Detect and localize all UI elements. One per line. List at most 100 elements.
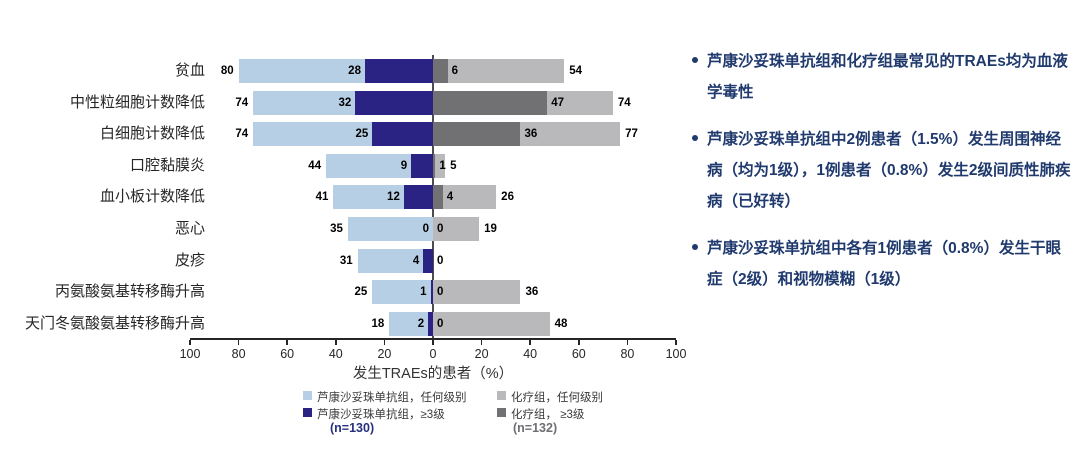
x-axis-tick-label: 20 (377, 347, 392, 361)
value-label-chemo-any: 54 (569, 65, 583, 77)
value-label-mono-grade3plus: 4 (412, 254, 420, 267)
x-axis-tick (480, 340, 483, 345)
bar-chemo-grade3plus (433, 153, 436, 178)
x-axis-tick-label: 80 (620, 347, 635, 361)
legend-label-mono-g3: 芦康沙妥珠单抗组，≥3级 (317, 409, 445, 421)
bar-mono-grade3plus (364, 59, 433, 83)
legend-swatch-chemo-any (497, 391, 506, 400)
bar-row: 35 0 0 19 (190, 217, 676, 241)
x-axis-tick-label: 0 (429, 347, 437, 361)
bar-chemo-any-grade (433, 280, 521, 305)
note-text-2: 芦康沙妥珠单抗组中2例患者（1.5%）发生周围神经病（均为1级），1例患者（0.… (707, 131, 1071, 210)
x-axis: 100 80 60 40 20 0 20 40 60 80 100 (180, 338, 686, 378)
category-label: 贫血 (174, 62, 205, 79)
category-label: 丙氨酸氨基转移酶升高 (54, 283, 205, 301)
bar-mono-grade3plus (411, 153, 433, 178)
value-label-chemo-any: 5 (450, 159, 457, 172)
bar-chemo-any-grade (433, 217, 480, 241)
legend-swatch-mono-g3 (303, 408, 312, 417)
category-label: 口腔黏膜炎 (129, 156, 205, 174)
bar-mono-grade3plus (430, 280, 433, 305)
bar-mono-any-grade (357, 248, 424, 273)
value-label-mono-grade3plus: 28 (348, 65, 361, 77)
bar-mono-any-grade (238, 59, 365, 83)
bar-mono-grade3plus (403, 185, 433, 210)
value-label-chemo-any: 36 (525, 286, 539, 299)
bar-row: 44 9 1 5 (190, 153, 676, 178)
bar-chemo-grade3plus (433, 185, 443, 210)
x-axis-tick (189, 340, 191, 345)
x-axis-tick (237, 340, 240, 345)
value-label-chemo-grade3plus: 0 (437, 223, 444, 235)
x-axis-line (190, 338, 676, 340)
bar-mono-any-grade (253, 122, 373, 147)
note-bullet-3: 芦康沙妥珠单抗组中各有1例患者（0.8%）发生干眼症（2级）和视物模糊（1级） (690, 233, 1074, 295)
value-label-mono-any: 44 (308, 159, 322, 172)
x-axis-tick-label: 60 (280, 347, 295, 361)
category-label: 白细胞计数降低 (99, 125, 205, 143)
bar-chemo-any-grade (547, 90, 613, 115)
value-label-chemo-grade3plus: 0 (437, 286, 444, 299)
value-label-chemo-grade3plus: 36 (524, 128, 538, 141)
bar-row: 74 25 36 77 (190, 122, 676, 147)
value-label-mono-any: 35 (330, 223, 343, 235)
bar-mono-grade3plus (355, 90, 433, 115)
bullet-dot-icon (692, 57, 698, 63)
bar-row: 25 1 0 36 (190, 280, 676, 305)
x-axis-tick (626, 340, 629, 345)
bullet-dot-icon (692, 135, 698, 141)
value-label-mono-any: 74 (235, 128, 249, 141)
value-label-chemo-any: 48 (554, 317, 568, 330)
bar-mono-any-grade (326, 153, 412, 178)
x-axis-tick-label: 60 (571, 347, 586, 361)
value-label-chemo-any: 19 (484, 223, 497, 235)
bar-row: 74 32 47 74 (190, 90, 676, 115)
value-label-mono-grade3plus: 32 (338, 96, 352, 109)
key-findings-notes: 芦康沙妥珠单抗组和化疗组最常见的TRAEs均为血液学毒性 芦康沙妥珠单抗组中2例… (690, 46, 1074, 311)
x-axis-title: 发生TRAEs的患者（%） (352, 366, 514, 382)
x-axis-tick-label: 40 (328, 347, 343, 361)
value-label-mono-any: 25 (354, 286, 368, 299)
bar-chemo-any-grade (442, 185, 497, 210)
bullet-dot-icon (692, 244, 698, 250)
bar-mono-any-grade (253, 90, 356, 115)
bar-chemo-any-grade (435, 153, 446, 178)
bar-chemo-grade3plus (433, 59, 448, 83)
bar-mono-grade3plus (423, 248, 433, 273)
value-label-chemo-grade3plus: 47 (551, 96, 564, 109)
legend-label-chemo-any: 化疗组，任何级别 (511, 392, 603, 404)
x-axis-tick-label: 40 (523, 347, 538, 361)
traes-tornado-chart: 贫血 中性粒细胞计数降低 白细胞计数降低 口腔黏膜炎 血小板计数降低 恶心 皮疹 丙氨酸氨基转… (24, 55, 686, 435)
bar-mono-any-grade (347, 217, 433, 241)
bar-mono-any-grade (389, 311, 429, 336)
x-axis-tick (383, 340, 386, 345)
value-label-mono-any: 31 (339, 254, 353, 267)
note-text-3: 芦康沙妥珠单抗组中各有1例患者（0.8%）发生干眼症（2级）和视物模糊（1级） (707, 240, 1061, 288)
value-label-mono-any: 18 (371, 317, 385, 330)
bar-row: 80 28 6 54 (190, 59, 676, 83)
category-label: 天门冬氨酸氨基转移酶升高 (24, 314, 205, 332)
x-axis-tick (286, 340, 288, 345)
bar-chemo-grade3plus (433, 90, 548, 115)
x-axis-tick-label: 100 (179, 347, 201, 361)
legend-label-mono-any: 芦康沙妥珠单抗组，任何级别 (317, 392, 467, 404)
category-label: 中性粒细胞计数降低 (69, 93, 205, 111)
legend-swatch-mono-any (303, 391, 312, 400)
value-label-mono-any: 80 (220, 65, 234, 77)
note-text-1: 芦康沙妥珠单抗组和化疗组最常见的TRAEs均为血液学毒性 (707, 53, 1068, 101)
bar-row: 31 4 0 (190, 248, 676, 273)
bar-mono-grade3plus (428, 311, 433, 336)
value-label-chemo-any: 26 (501, 191, 514, 204)
x-axis-tick-label: 20 (474, 347, 489, 361)
category-label: 恶心 (174, 220, 205, 237)
x-axis-tick (529, 340, 531, 345)
value-label-chemo-any: 77 (625, 128, 638, 141)
value-label-chemo-grade3plus: 4 (446, 191, 454, 204)
value-label-mono-any: 74 (235, 96, 249, 109)
bar-row: 18 2 0 48 (190, 311, 676, 336)
category-label: 血小板计数降低 (99, 188, 205, 206)
bar-chemo-any-grade (447, 59, 565, 83)
x-axis-tick (675, 340, 677, 345)
value-label-mono-any: 41 (315, 191, 329, 204)
n-label-mono: (n=130) (330, 421, 375, 435)
